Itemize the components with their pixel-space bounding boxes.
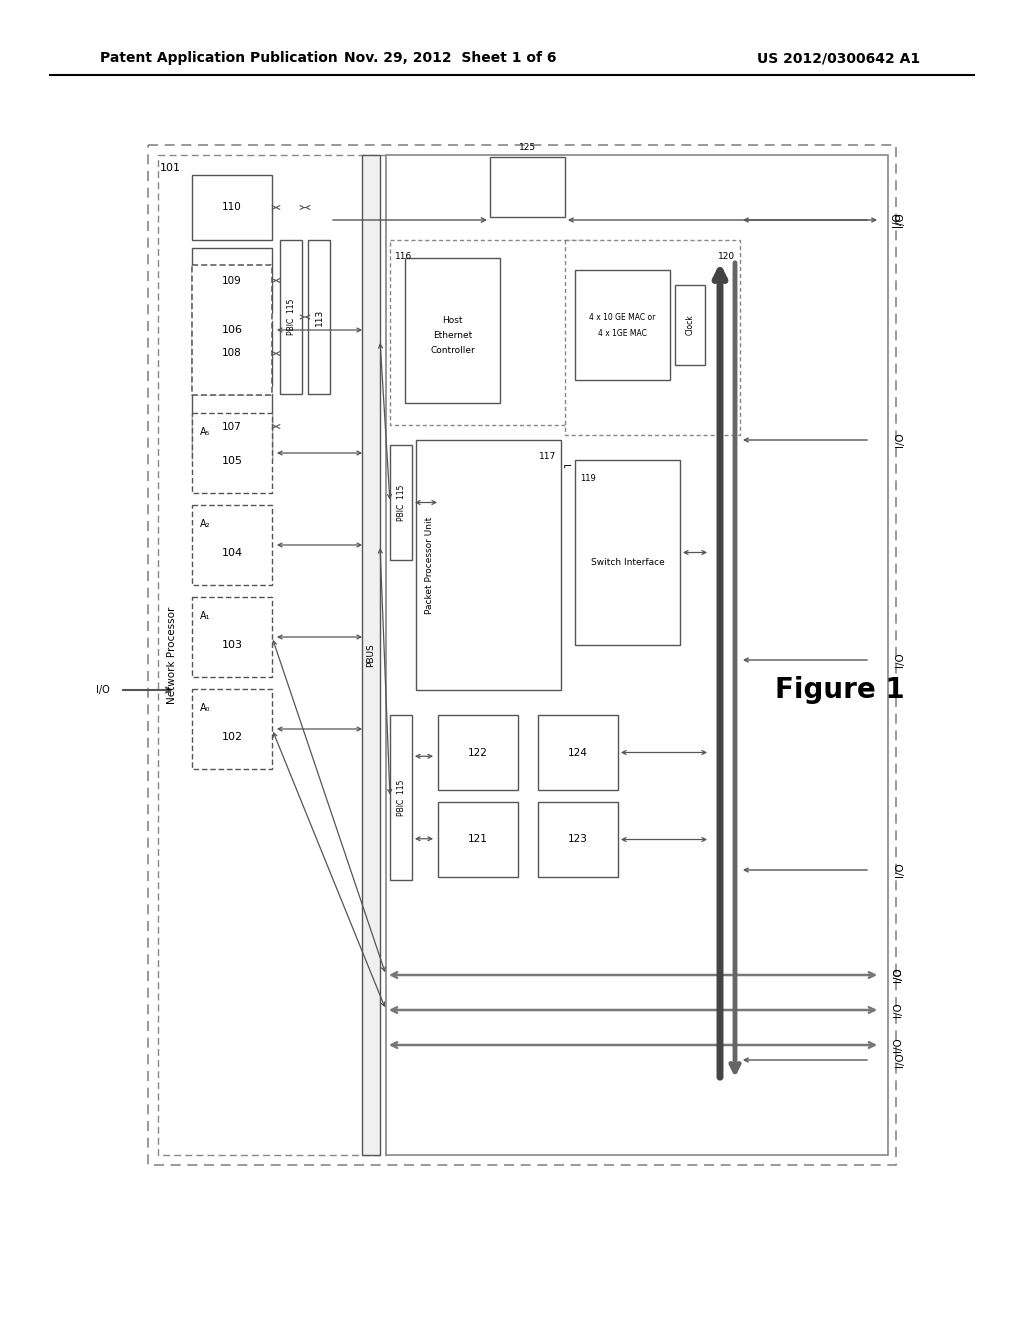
- Text: Ethernet: Ethernet: [433, 331, 472, 341]
- Text: I/O: I/O: [895, 1052, 905, 1068]
- Bar: [390, 445, 412, 560]
- Bar: [193, 506, 272, 585]
- Text: A₀: A₀: [200, 704, 211, 713]
- Bar: [565, 240, 740, 436]
- Text: PBIC  115: PBIC 115: [396, 779, 406, 816]
- Text: I/O: I/O: [893, 968, 903, 982]
- Text: 120: 120: [718, 252, 735, 261]
- Text: Figure 1: Figure 1: [775, 676, 905, 704]
- Text: I/O: I/O: [895, 652, 905, 668]
- Text: I/O: I/O: [895, 213, 905, 227]
- Bar: [538, 715, 618, 789]
- Bar: [193, 248, 272, 313]
- Text: 109: 109: [222, 276, 242, 285]
- Text: 117: 117: [539, 451, 556, 461]
- Text: PBIC  115: PBIC 115: [396, 484, 406, 520]
- Bar: [193, 597, 272, 677]
- Text: 124: 124: [568, 747, 588, 758]
- Text: 101: 101: [160, 162, 181, 173]
- Text: Host: Host: [442, 315, 463, 325]
- Text: PBUS: PBUS: [367, 643, 376, 667]
- Text: Network Processor: Network Processor: [167, 606, 177, 704]
- Text: 113: 113: [314, 309, 324, 326]
- Bar: [438, 803, 518, 876]
- Bar: [193, 393, 272, 459]
- Text: 105: 105: [221, 455, 243, 466]
- Text: 116: 116: [395, 252, 413, 261]
- Text: I/O: I/O: [895, 863, 905, 878]
- Text: 122: 122: [468, 747, 488, 758]
- Bar: [490, 157, 565, 216]
- Bar: [193, 321, 272, 385]
- Text: Switch Interface: Switch Interface: [591, 558, 665, 568]
- Text: 121: 121: [468, 834, 488, 845]
- Text: 125: 125: [519, 143, 536, 152]
- Text: Nov. 29, 2012  Sheet 1 of 6: Nov. 29, 2012 Sheet 1 of 6: [344, 51, 556, 65]
- Bar: [362, 154, 380, 1155]
- Text: Patent Application Publication: Patent Application Publication: [100, 51, 338, 65]
- Text: 103: 103: [221, 640, 243, 649]
- Text: A₁: A₁: [200, 611, 211, 620]
- Bar: [390, 240, 590, 425]
- Bar: [390, 715, 412, 880]
- Bar: [193, 689, 272, 770]
- Text: I/O: I/O: [892, 213, 902, 227]
- Text: 4 x 1GE MAC: 4 x 1GE MAC: [598, 329, 647, 338]
- Bar: [575, 271, 670, 380]
- Bar: [386, 154, 888, 1155]
- Text: I/O: I/O: [893, 1003, 903, 1018]
- Text: ⌐: ⌐: [562, 463, 572, 473]
- Text: I/O: I/O: [895, 433, 905, 447]
- Text: 108: 108: [222, 348, 242, 359]
- Text: A₂: A₂: [200, 519, 211, 529]
- Text: I/O: I/O: [893, 1038, 903, 1052]
- Bar: [575, 459, 680, 645]
- Text: 119: 119: [580, 474, 596, 483]
- Text: Controller: Controller: [430, 346, 475, 355]
- Text: PBIC  115: PBIC 115: [287, 298, 296, 335]
- Bar: [675, 285, 705, 366]
- Text: 123: 123: [568, 834, 588, 845]
- Text: Clock: Clock: [685, 314, 694, 335]
- Bar: [193, 176, 272, 240]
- Bar: [193, 413, 272, 492]
- Bar: [193, 265, 272, 395]
- Bar: [438, 715, 518, 789]
- Text: US 2012/0300642 A1: US 2012/0300642 A1: [757, 51, 920, 65]
- Bar: [406, 257, 500, 403]
- Text: 4 x 10 GE MAC or: 4 x 10 GE MAC or: [590, 313, 655, 322]
- Text: 107: 107: [222, 421, 242, 432]
- Bar: [308, 240, 330, 393]
- Text: 104: 104: [221, 548, 243, 558]
- Text: 110: 110: [222, 202, 242, 213]
- Text: A₅: A₅: [200, 426, 210, 437]
- Text: 106: 106: [221, 325, 243, 335]
- Bar: [148, 145, 896, 1166]
- Text: I/O: I/O: [893, 968, 903, 982]
- Text: Packet Processor Unit: Packet Processor Unit: [426, 516, 434, 614]
- Text: 102: 102: [221, 733, 243, 742]
- Text: I/O: I/O: [96, 685, 110, 696]
- Bar: [280, 240, 302, 393]
- Bar: [416, 440, 561, 690]
- Bar: [158, 154, 386, 1155]
- Bar: [538, 803, 618, 876]
